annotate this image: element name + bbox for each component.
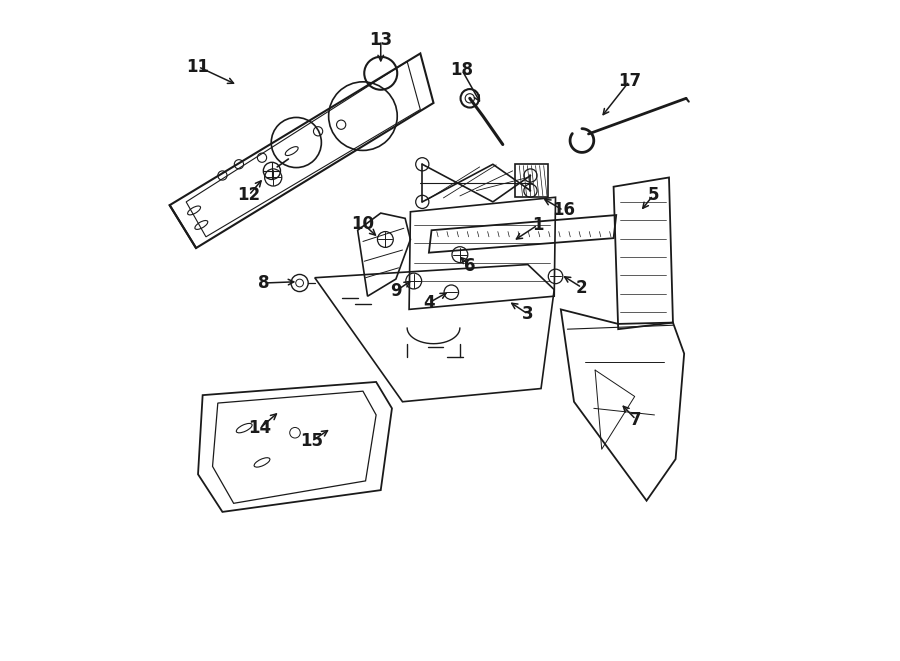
Text: 6: 6 <box>464 257 475 275</box>
Text: 18: 18 <box>450 61 473 79</box>
Text: 3: 3 <box>522 305 534 323</box>
Text: 13: 13 <box>369 31 392 50</box>
Text: 16: 16 <box>552 202 575 219</box>
Text: 7: 7 <box>630 410 642 428</box>
Text: 11: 11 <box>186 58 210 75</box>
Text: 10: 10 <box>351 215 374 233</box>
Text: 8: 8 <box>258 274 270 292</box>
Text: 17: 17 <box>618 72 641 90</box>
Text: 12: 12 <box>238 186 260 204</box>
Text: 15: 15 <box>300 432 323 450</box>
Text: 2: 2 <box>576 279 588 297</box>
Text: 4: 4 <box>423 293 435 312</box>
Text: 1: 1 <box>532 216 544 234</box>
Text: 14: 14 <box>248 419 272 437</box>
Text: 9: 9 <box>390 282 401 300</box>
Text: 5: 5 <box>647 186 659 204</box>
